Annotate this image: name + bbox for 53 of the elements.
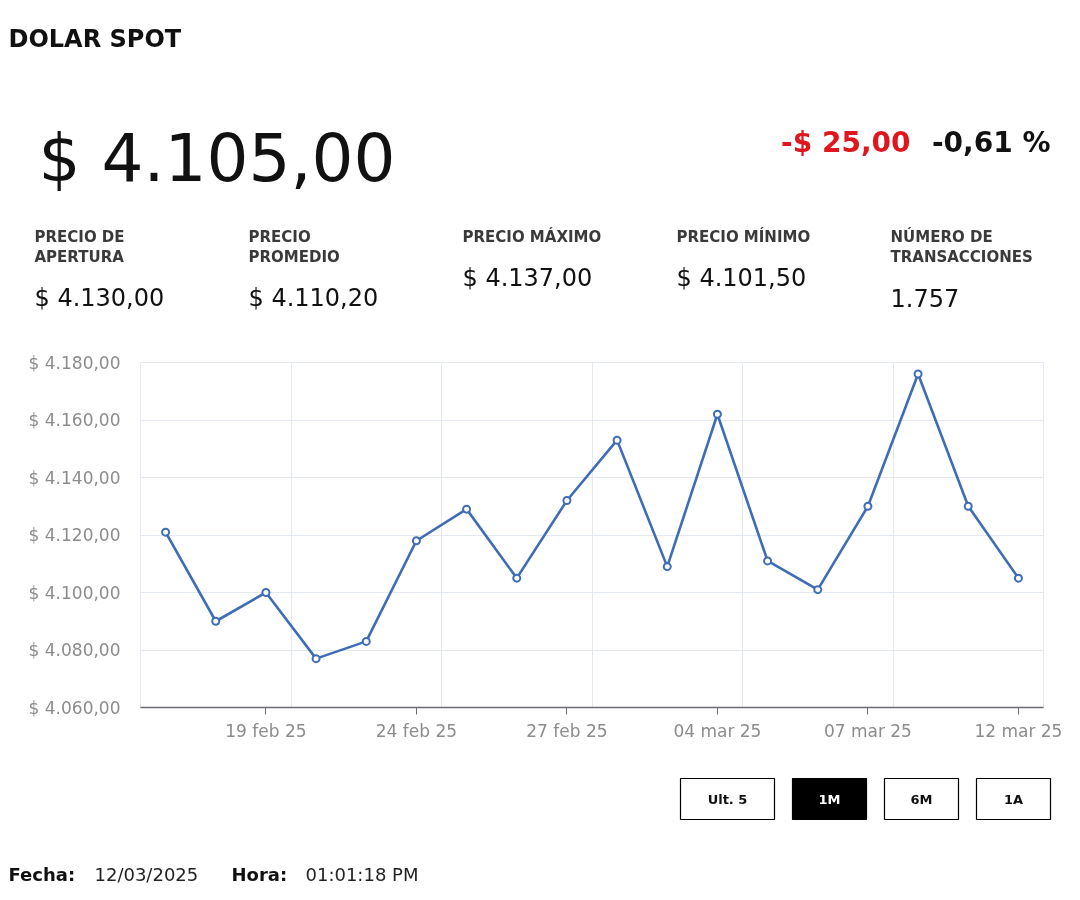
text: $ 4.110,20 [248, 283, 379, 312]
x-tick-label: 07 mar 25 [823, 720, 912, 741]
point [512, 573, 522, 583]
point [712, 409, 722, 419]
point [562, 496, 572, 505]
point [963, 501, 973, 511]
y-tick-label: $ 4.180,00 [28, 352, 121, 373]
y-tick-label: $ 4.080,00 [28, 640, 121, 660]
point [161, 527, 171, 537]
point [311, 654, 321, 664]
point [913, 369, 923, 379]
y-tick-label: $ 4.120,00 [28, 525, 121, 545]
text: Fecha: [8, 864, 76, 885]
text: PRECIO MÍNIMO [676, 226, 811, 246]
point [612, 435, 622, 445]
point [411, 536, 421, 546]
text: $ 4.105,00 [38, 120, 396, 197]
point [211, 616, 221, 626]
y-tick-label: $ 4.140,00 [28, 467, 121, 488]
point [662, 562, 672, 572]
text: PRECIO PROMEDIO [248, 227, 340, 266]
text: PRECIO DE APERTURA [34, 227, 125, 266]
point [462, 504, 472, 514]
x-tick-label: 19 feb 25 [225, 720, 307, 741]
text: -0,61 % [931, 126, 1051, 159]
text: NÚMERO DE TRANSACCIONES [890, 226, 1033, 266]
text: 01:01:18 PM [305, 864, 419, 885]
point [813, 585, 823, 595]
point [261, 588, 271, 597]
text: 1.757 [890, 284, 960, 313]
x-tick-label: 27 feb 25 [526, 720, 608, 741]
y-tick-label: $ 4.160,00 [28, 410, 121, 430]
text: 1A [1003, 792, 1024, 807]
point [763, 556, 773, 566]
text: DOLAR SPOT [8, 24, 182, 53]
text: $ 4.137,00 [462, 263, 593, 292]
point [361, 636, 371, 646]
text: 1M [818, 792, 841, 807]
text: Ult. 5 [707, 792, 748, 807]
point [1013, 573, 1023, 583]
x-tick-label: 12 mar 25 [974, 720, 1063, 741]
y-tick-label: $ 4.060,00 [28, 697, 121, 718]
x-tick-label: 04 mar 25 [673, 720, 762, 741]
text: -$ 25,00 [781, 126, 911, 159]
text: $ 4.130,00 [34, 283, 165, 312]
text: Hora: [231, 864, 288, 885]
text: 12/03/2025 [94, 864, 199, 885]
point [863, 501, 873, 511]
text: $ 4.101,50 [676, 263, 807, 292]
text: PRECIO MÁXIMO [462, 226, 602, 246]
text: 6M [910, 792, 933, 807]
x-tick-label: 24 feb 25 [375, 720, 458, 741]
y-tick-label: $ 4.100,00 [28, 582, 121, 603]
